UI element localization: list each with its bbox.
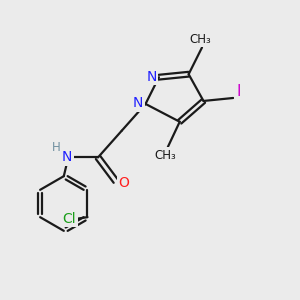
- Text: O: O: [119, 176, 130, 190]
- Text: I: I: [236, 84, 241, 99]
- Text: N: N: [61, 150, 72, 164]
- Text: CH₃: CH₃: [190, 33, 211, 46]
- Text: H: H: [51, 140, 60, 154]
- Text: N: N: [146, 70, 157, 84]
- Text: Cl: Cl: [62, 212, 76, 226]
- Text: N: N: [133, 96, 143, 110]
- Text: CH₃: CH₃: [154, 149, 176, 162]
